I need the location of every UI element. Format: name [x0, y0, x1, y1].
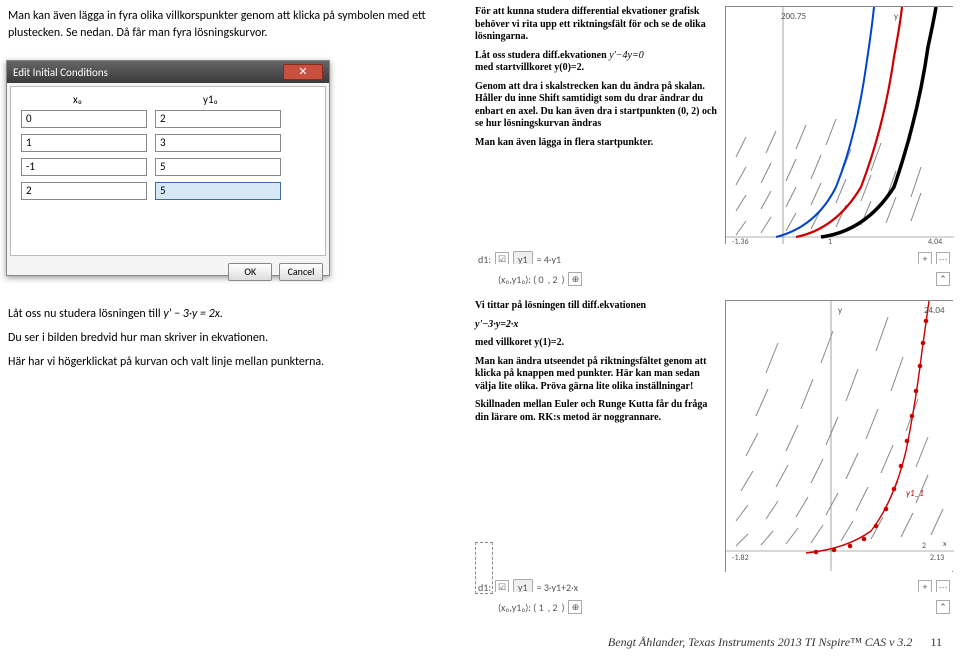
- x0-input-3[interactable]: -1: [21, 158, 147, 176]
- y10-input-4[interactable]: 5: [155, 182, 281, 200]
- dotted-settings-icon[interactable]: [475, 542, 493, 594]
- y10-input-3[interactable]: 5: [155, 158, 281, 176]
- top-instructions: För att kunna studera differential ekvat…: [475, 6, 720, 155]
- dialog-title: Edit Initial Conditions: [13, 66, 108, 79]
- svg-text:200.75: 200.75: [781, 11, 807, 22]
- slope-field-graph-2: 24.04 x y -1.82 2.13 2 y1_1: [725, 300, 953, 596]
- x0-input-2[interactable]: 1: [21, 134, 147, 152]
- plus-icon[interactable]: ⊕: [568, 600, 582, 614]
- close-icon[interactable]: ✕: [283, 64, 323, 80]
- mid-instructions-left: Låt oss nu studera lösningen till y' − 3…: [8, 305, 468, 377]
- cancel-button[interactable]: Cancel: [279, 263, 323, 281]
- x0-input-1[interactable]: 0: [21, 110, 147, 128]
- svg-text:-1.82: -1.82: [732, 553, 749, 563]
- slope-field-graph-1: 200.75 y -1.36 1 4.04: [725, 6, 953, 274]
- expand-icon[interactable]: ⌃: [936, 600, 950, 614]
- column-header-y10: y1₀: [151, 93, 281, 106]
- graph-init-conditions-2: (x₀,y1₀): ( 1 , 2 ) ⊕ ⌃: [474, 592, 954, 622]
- svg-text:2: 2: [922, 541, 926, 551]
- x0-input-4[interactable]: 2: [21, 182, 147, 200]
- column-header-x0: x₀: [21, 93, 151, 106]
- graph-init-conditions-1: (x₀,y1₀): ( 0 , 2 ) ⊕ ⌃: [474, 264, 954, 294]
- ok-button[interactable]: OK: [228, 263, 272, 281]
- mid-instructions-right: Vi tittar på lösningen till diff.ekvatio…: [475, 300, 720, 430]
- plus-icon[interactable]: ⊕: [568, 272, 582, 286]
- svg-text:2.13: 2.13: [930, 553, 944, 563]
- svg-text:x: x: [943, 539, 947, 549]
- intro-paragraph: Man kan även lägga in fyra olika villkor…: [8, 8, 458, 42]
- y10-input-2[interactable]: 3: [155, 134, 281, 152]
- edit-initial-conditions-dialog: Edit Initial Conditions ✕ x₀ y1₀ 02 13 -…: [6, 60, 330, 276]
- expand-icon[interactable]: ⌃: [936, 272, 950, 286]
- page-footer: Bengt Åhlander, Texas Instruments 2013 T…: [0, 635, 960, 650]
- y10-input-1[interactable]: 2: [155, 110, 281, 128]
- svg-text:y1_1: y1_1: [906, 488, 924, 499]
